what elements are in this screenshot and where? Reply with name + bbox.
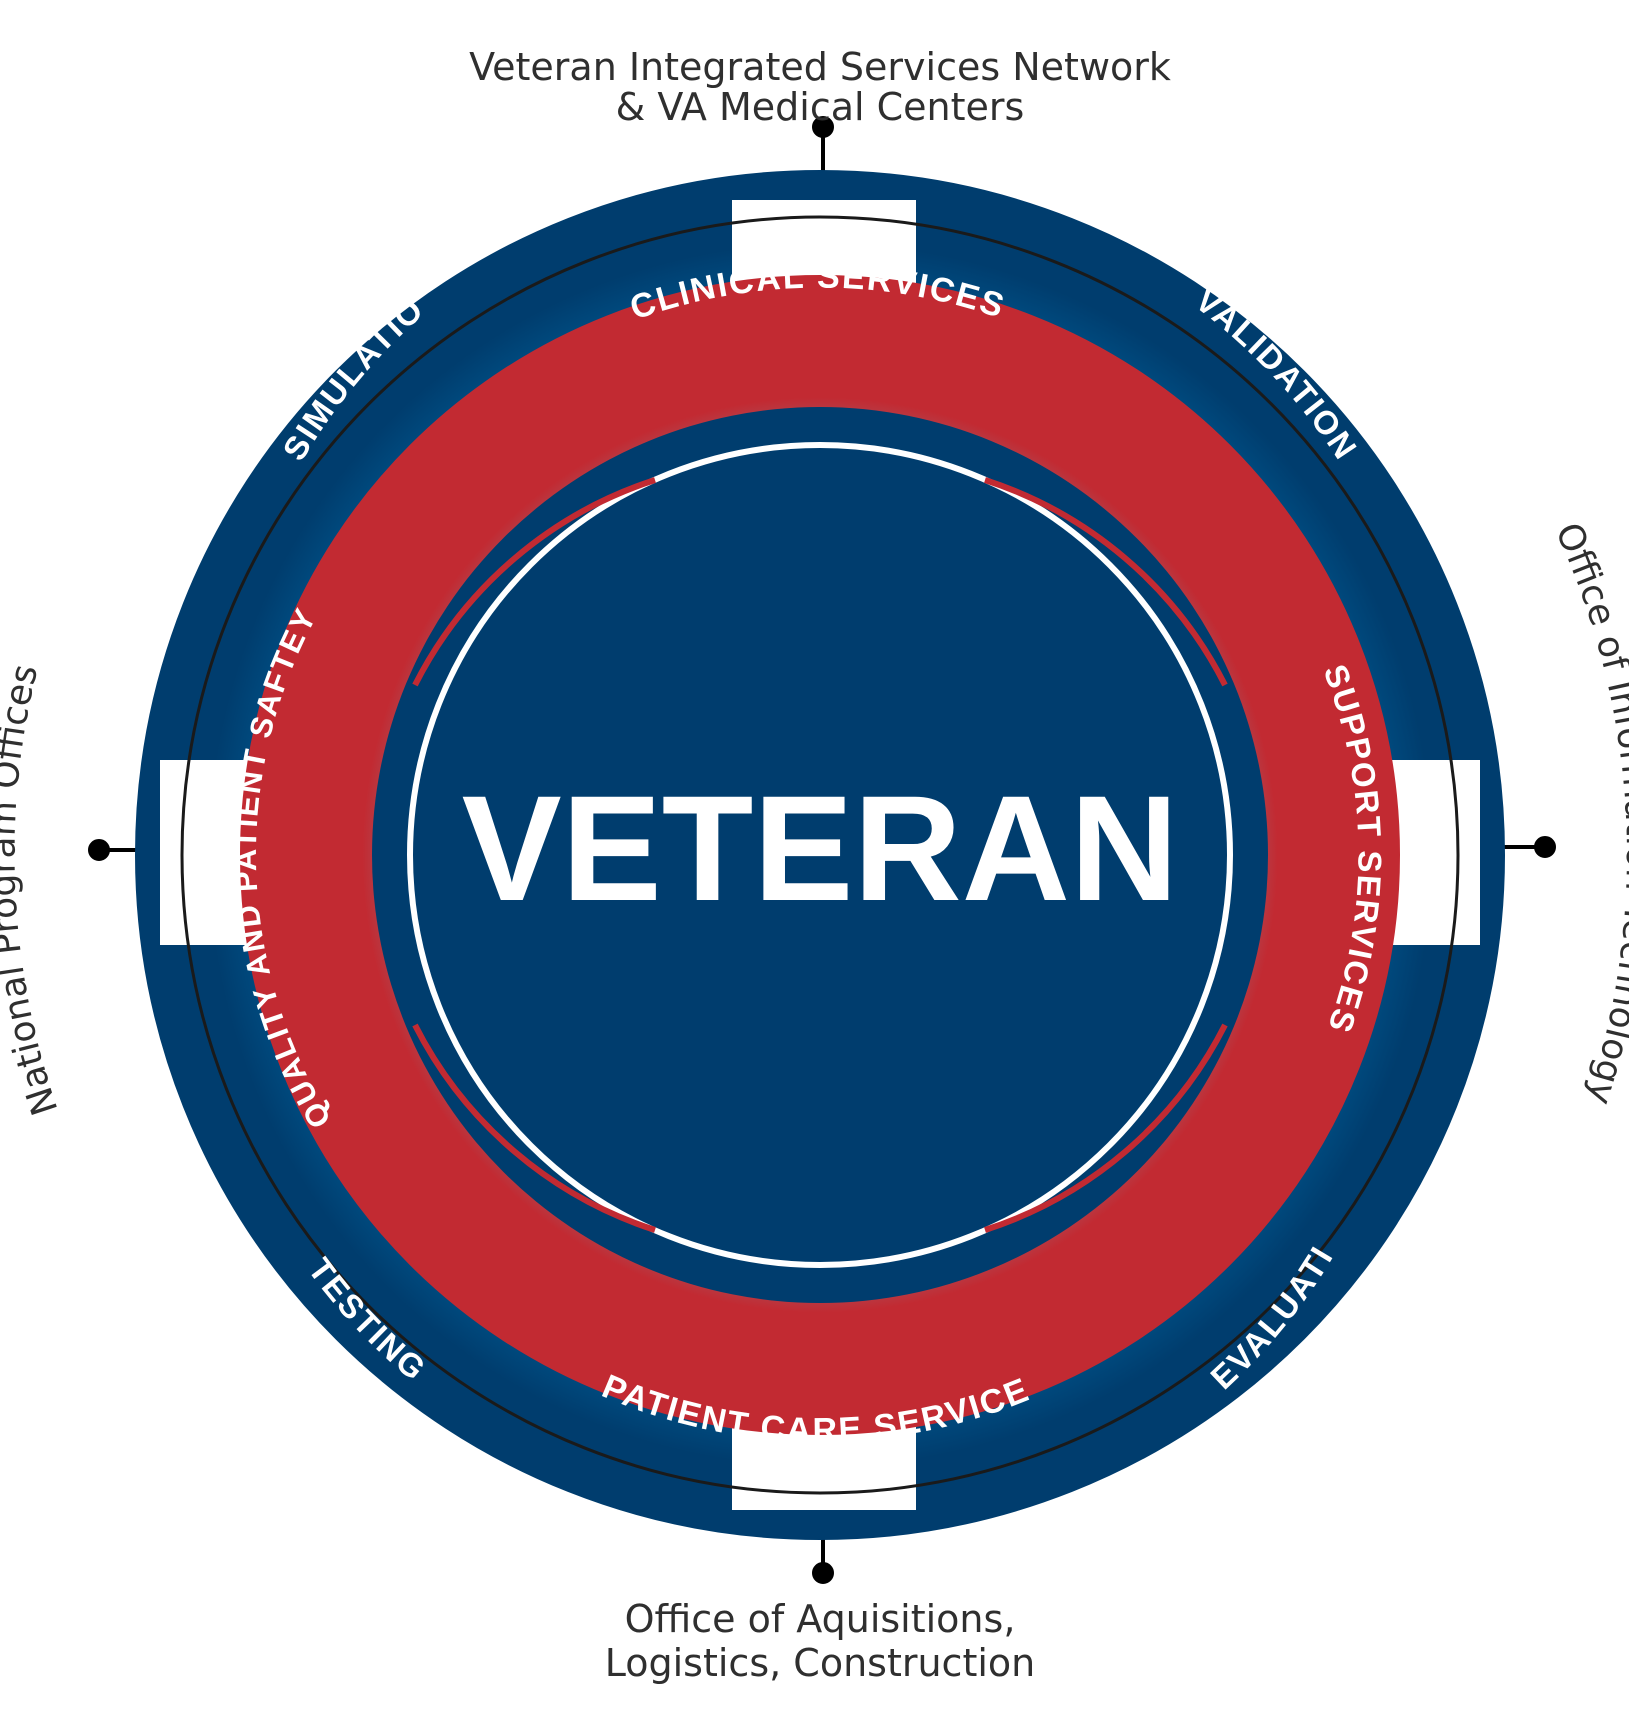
stakeholder-top-line2: & VA Medical Centers	[616, 85, 1025, 129]
middle-red-ring	[240, 275, 1400, 1435]
connector-dot-bottom	[812, 1562, 834, 1584]
stakeholder-left: National Program Offices	[0, 661, 66, 1121]
connector-dot-top	[812, 116, 834, 138]
connector-dot-right	[1534, 836, 1556, 858]
inner-red-arcs	[412, 477, 1228, 1233]
center-disc	[372, 407, 1268, 1303]
inner-white-ring	[407, 442, 1233, 1268]
connector-dot-left	[88, 839, 110, 861]
stakeholder-bottom-line1: Office of Aquisitions,	[625, 1597, 1016, 1641]
stakeholder-top-line1: Veteran Integrated Services Network	[469, 45, 1171, 89]
stakeholder-bottom-line2: Logistics, Construction	[605, 1641, 1036, 1685]
stakeholder-right: Office of Information Technology	[1547, 517, 1629, 1110]
center-label: VETERAN	[462, 764, 1179, 932]
